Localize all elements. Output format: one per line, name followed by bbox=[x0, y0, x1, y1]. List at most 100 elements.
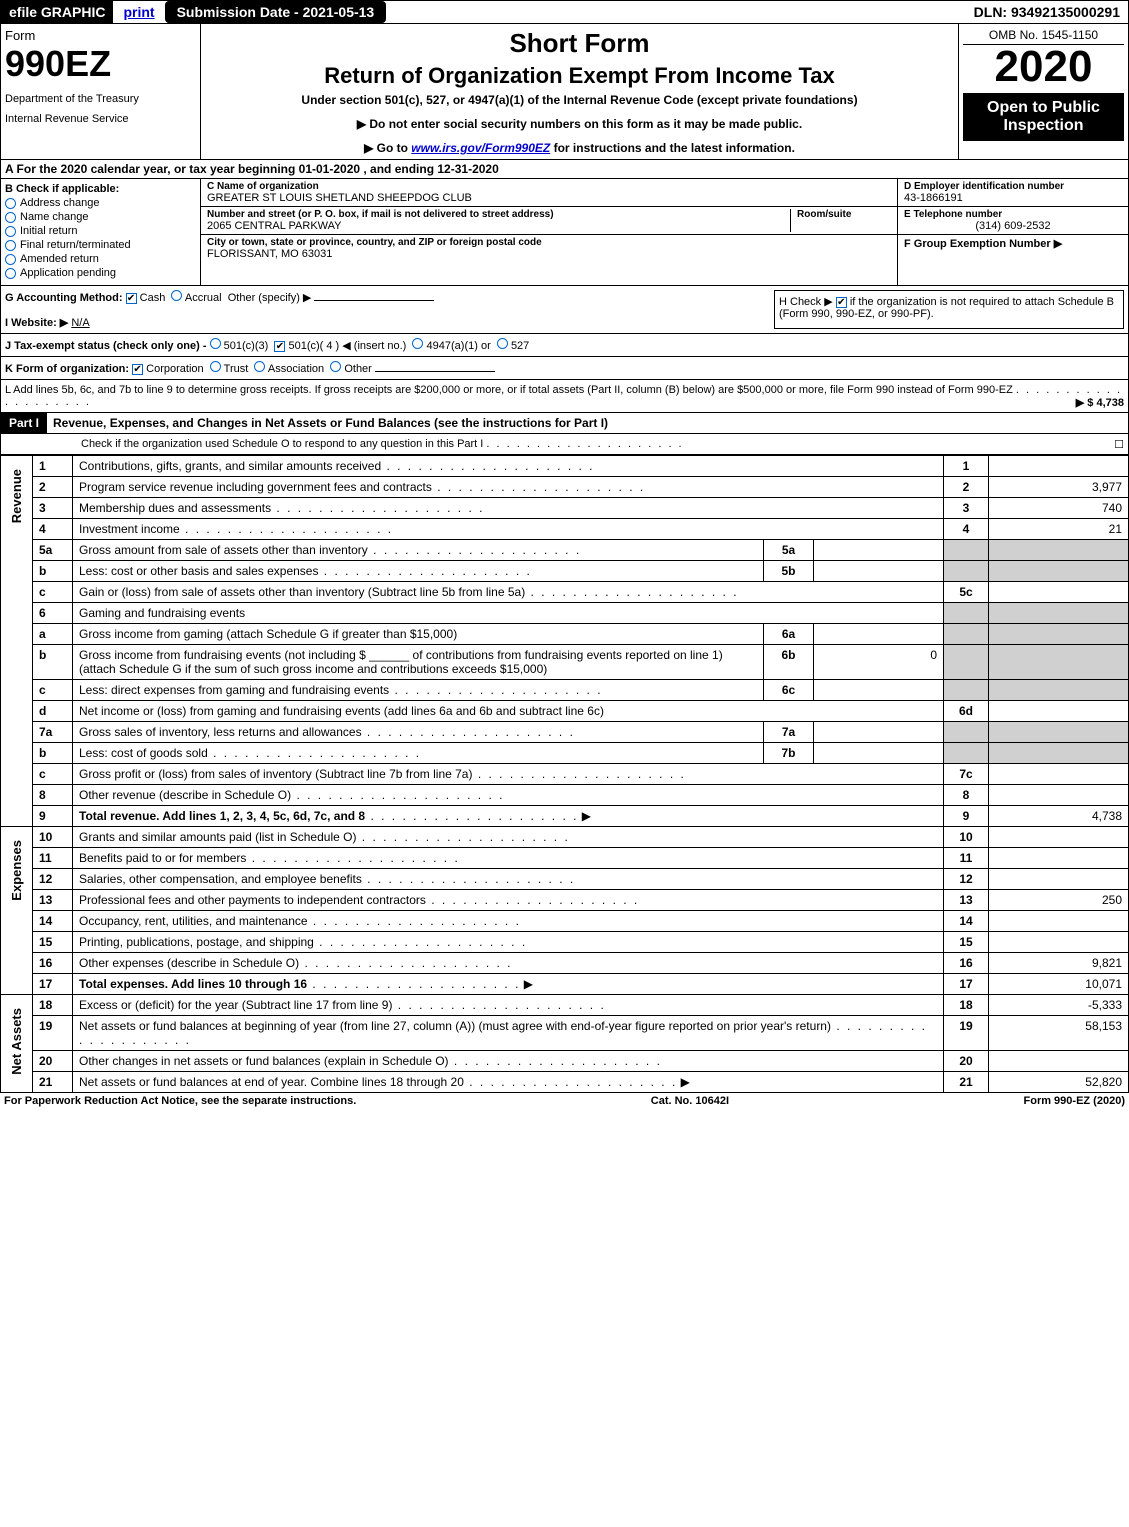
circle-icon[interactable] bbox=[412, 338, 423, 349]
line-desc: Gross income from gaming (attach Schedul… bbox=[73, 624, 764, 645]
dots bbox=[299, 956, 512, 970]
ein-label: D Employer identification number bbox=[904, 181, 1122, 192]
room-label: Room/suite bbox=[797, 209, 891, 220]
dots bbox=[472, 767, 685, 781]
row-g: G Accounting Method: Cash Accrual Other … bbox=[5, 290, 774, 329]
tel-value: (314) 609-2532 bbox=[904, 220, 1122, 232]
shaded-cell bbox=[944, 540, 989, 561]
shaded-cell bbox=[944, 680, 989, 701]
line-desc: Net income or (loss) from gaming and fun… bbox=[73, 701, 944, 722]
cb-initial-return[interactable]: Initial return bbox=[5, 225, 196, 237]
line-desc: Contributions, gifts, grants, and simila… bbox=[79, 459, 381, 473]
sub-ref: 6c bbox=[764, 680, 814, 701]
line-ref: 21 bbox=[944, 1072, 989, 1093]
top-bar: efile GRAPHIC print Submission Date - 20… bbox=[0, 0, 1129, 24]
cb-final-return[interactable]: Final return/terminated bbox=[5, 239, 196, 251]
dots bbox=[362, 872, 575, 886]
g-accrual: Accrual bbox=[185, 292, 222, 304]
dots bbox=[307, 977, 520, 991]
shaded-cell bbox=[944, 722, 989, 743]
cb-application-pending[interactable]: Application pending bbox=[5, 267, 196, 279]
line-val: -5,333 bbox=[989, 995, 1129, 1016]
circle-icon[interactable] bbox=[330, 361, 341, 372]
line-val bbox=[989, 848, 1129, 869]
part1-check-o-text: Check if the organization used Schedule … bbox=[81, 438, 483, 450]
g-other: Other (specify) ▶ bbox=[228, 292, 312, 304]
k-corp: Corporation bbox=[146, 363, 203, 375]
dots bbox=[464, 1075, 677, 1089]
part1-title: Revenue, Expenses, and Changes in Net As… bbox=[47, 414, 1128, 432]
checkbox-corporation[interactable] bbox=[132, 364, 143, 375]
shaded-cell bbox=[944, 603, 989, 624]
circle-icon[interactable] bbox=[497, 338, 508, 349]
dots bbox=[362, 725, 575, 739]
line-num: 15 bbox=[33, 932, 73, 953]
line-num: 9 bbox=[33, 806, 73, 827]
sub-ref: 6a bbox=[764, 624, 814, 645]
line-20: 20 Other changes in net assets or fund b… bbox=[1, 1051, 1129, 1072]
cb-address-change[interactable]: Address change bbox=[5, 197, 196, 209]
line-desc: Gross income from fundraising events (no… bbox=[73, 645, 764, 680]
line-11: 11 Benefits paid to or for members 11 bbox=[1, 848, 1129, 869]
tel-cell: E Telephone number (314) 609-2532 bbox=[898, 207, 1128, 235]
line-num: b bbox=[33, 561, 73, 582]
j-501c3: 501(c)(3) bbox=[224, 340, 269, 352]
line-desc: Gaming and fundraising events bbox=[73, 603, 944, 624]
dots bbox=[356, 830, 569, 844]
line-val: 250 bbox=[989, 890, 1129, 911]
cb-name-change[interactable]: Name change bbox=[5, 211, 196, 223]
dots bbox=[449, 1054, 662, 1068]
i-label: I Website: ▶ bbox=[5, 317, 68, 329]
line-7c: c Gross profit or (loss) from sales of i… bbox=[1, 764, 1129, 785]
irs-gov-link[interactable]: www.irs.gov/Form990EZ bbox=[411, 141, 550, 155]
shaded-cell bbox=[944, 743, 989, 764]
circle-icon bbox=[5, 198, 16, 209]
circle-icon[interactable] bbox=[210, 338, 221, 349]
checkbox-501c[interactable] bbox=[274, 341, 285, 352]
part1-check-o-box[interactable]: ☐ bbox=[1114, 438, 1124, 451]
org-name: GREATER ST LOUIS SHETLAND SHEEPDOG CLUB bbox=[207, 192, 891, 204]
sub-ref: 5a bbox=[764, 540, 814, 561]
shaded-cell bbox=[944, 624, 989, 645]
line-num: c bbox=[33, 764, 73, 785]
line-num: 10 bbox=[33, 827, 73, 848]
line-9: 9 Total revenue. Add lines 1, 2, 3, 4, 5… bbox=[1, 806, 1129, 827]
street-cell: Number and street (or P. O. box, if mail… bbox=[201, 207, 897, 235]
print-link[interactable]: print bbox=[113, 4, 164, 20]
line-desc: Other revenue (describe in Schedule O) bbox=[79, 788, 291, 802]
expenses-side-label: Expenses bbox=[7, 830, 26, 911]
line-ref: 7c bbox=[944, 764, 989, 785]
part1-label: Part I bbox=[1, 413, 47, 433]
line-num: 8 bbox=[33, 785, 73, 806]
part1-check-o: Check if the organization used Schedule … bbox=[0, 434, 1129, 455]
checkbox-h[interactable] bbox=[836, 297, 847, 308]
dln: DLN: 93492135000291 bbox=[966, 1, 1128, 23]
line-5c: c Gain or (loss) from sale of assets oth… bbox=[1, 582, 1129, 603]
row-k: K Form of organization: Corporation Trus… bbox=[0, 357, 1129, 380]
line-ref: 15 bbox=[944, 932, 989, 953]
dots bbox=[392, 998, 605, 1012]
sub-val bbox=[814, 743, 944, 764]
cb-amended-return[interactable]: Amended return bbox=[5, 253, 196, 265]
form-number: 990EZ bbox=[5, 43, 196, 85]
circle-icon[interactable] bbox=[210, 361, 221, 372]
line-ref: 11 bbox=[944, 848, 989, 869]
line-desc: Program service revenue including govern… bbox=[79, 480, 432, 494]
circle-icon[interactable] bbox=[254, 361, 265, 372]
row-j: J Tax-exempt status (check only one) - 5… bbox=[0, 334, 1129, 357]
line-16: 16 Other expenses (describe in Schedule … bbox=[1, 953, 1129, 974]
line-val: 4,738 bbox=[989, 806, 1129, 827]
cb-label: Final return/terminated bbox=[20, 239, 131, 251]
tax-year: 2020 bbox=[963, 45, 1124, 89]
line-6d: d Net income or (loss) from gaming and f… bbox=[1, 701, 1129, 722]
netassets-side-label: Net Assets bbox=[7, 998, 26, 1085]
line-ref: 5c bbox=[944, 582, 989, 603]
footer-right: Form 990-EZ (2020) bbox=[1024, 1095, 1125, 1107]
dots bbox=[271, 501, 484, 515]
cb-label: Amended return bbox=[20, 253, 99, 265]
checkbox-cash[interactable] bbox=[126, 293, 137, 304]
line-num: c bbox=[33, 680, 73, 701]
form-word: Form bbox=[5, 28, 196, 43]
circle-icon[interactable] bbox=[171, 290, 182, 301]
line-desc: Excess or (deficit) for the year (Subtra… bbox=[79, 998, 392, 1012]
